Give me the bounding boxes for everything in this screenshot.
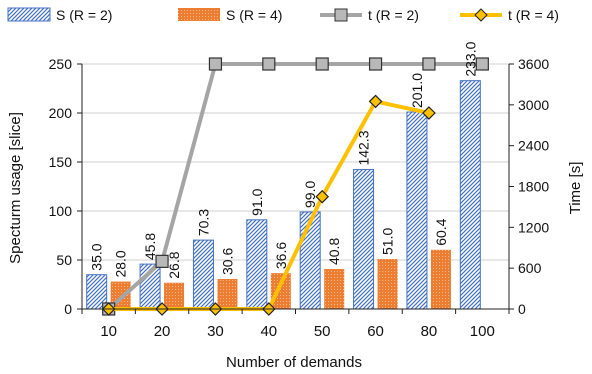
x-tick-label: 40 [260,323,277,340]
line-point [315,57,329,71]
data-label: 91.0 [249,188,265,215]
bar [459,80,481,310]
data-labels: 35.0 45.8 70.3 91.0 99.0 142.3 201.0 233.0 28.0 2… [89,41,479,278]
y2-tick-label: 1200 [518,219,549,235]
y2-tick-label: 0 [518,301,526,317]
line-point [368,94,383,109]
x-tick-label: 30 [207,323,224,340]
line-point [315,189,330,204]
bar [353,169,375,310]
y-tick-label: 50 [56,252,72,268]
y2-tick-label: 3000 [518,97,549,113]
line-point [475,57,489,71]
data-label: 40.8 [326,238,342,265]
y2-axis-title: Time [s] [567,162,584,215]
line-point [422,106,436,120]
bar [192,239,214,310]
y2-tick-label: 3600 [518,56,549,72]
data-label: 99.0 [302,181,318,208]
legend-label: t (R = 4) [508,7,559,23]
data-label: 142.3 [356,130,372,165]
y-tick-label: 250 [49,56,73,72]
bar [217,279,238,309]
line-point [262,57,276,71]
x-tick-label: 10 [100,323,117,340]
data-label: 70.3 [195,209,211,236]
legend-label: S (R = 2) [56,7,112,23]
y-tick-label: 200 [49,105,73,121]
bar [270,273,291,309]
legend: S (R = 2) S (R = 4) t (R = 2) t (R = 4) [7,7,559,23]
bar [377,259,398,309]
y2-tick-label: 600 [518,260,542,276]
y-tick-label: 100 [49,203,73,219]
y2-tick-label: 1800 [518,179,549,195]
x-tick-label: 60 [367,323,384,340]
data-label: 35.0 [89,243,105,270]
data-label: 36.6 [273,242,289,269]
x-tick-label: 80 [421,323,438,340]
data-label: 26.8 [166,251,182,278]
axes: 0 50 100 150 200 250 0 600 1200 1800 2400 3000 3600 1… [49,56,550,340]
legend-marker [334,8,348,22]
x-tick-label: 100 [470,323,495,340]
y-tick-label: 0 [64,301,72,317]
bar [324,269,345,309]
line-point [155,254,169,268]
data-label: 60.4 [433,218,449,245]
bar [246,219,268,310]
data-label: 28.0 [113,250,129,277]
y-axis-title: Specturm usage [slice] [7,112,24,264]
line-point [368,57,383,71]
data-label: 30.6 [219,248,235,275]
x-tick-label: 20 [154,323,171,340]
legend-label: S (R = 4) [226,7,282,23]
series-line [107,62,483,311]
legend-marker [474,8,488,22]
line-point [422,57,436,71]
y-tick-label: 150 [49,154,73,170]
line-point [208,57,223,71]
data-label: 233.0 [462,41,478,76]
legend-swatch [178,8,220,21]
data-label: 45.8 [142,233,158,260]
bar [164,282,185,309]
data-label: 51.0 [380,228,396,255]
x-tick-label: 50 [314,323,331,340]
y2-tick-label: 2400 [518,138,549,154]
x-axis-title: Number of demands [226,354,362,371]
bar [430,249,451,309]
legend-label: t (R = 2) [368,7,419,23]
legend-swatch [7,7,51,22]
data-label: 201.0 [409,73,425,108]
bar [406,111,428,310]
